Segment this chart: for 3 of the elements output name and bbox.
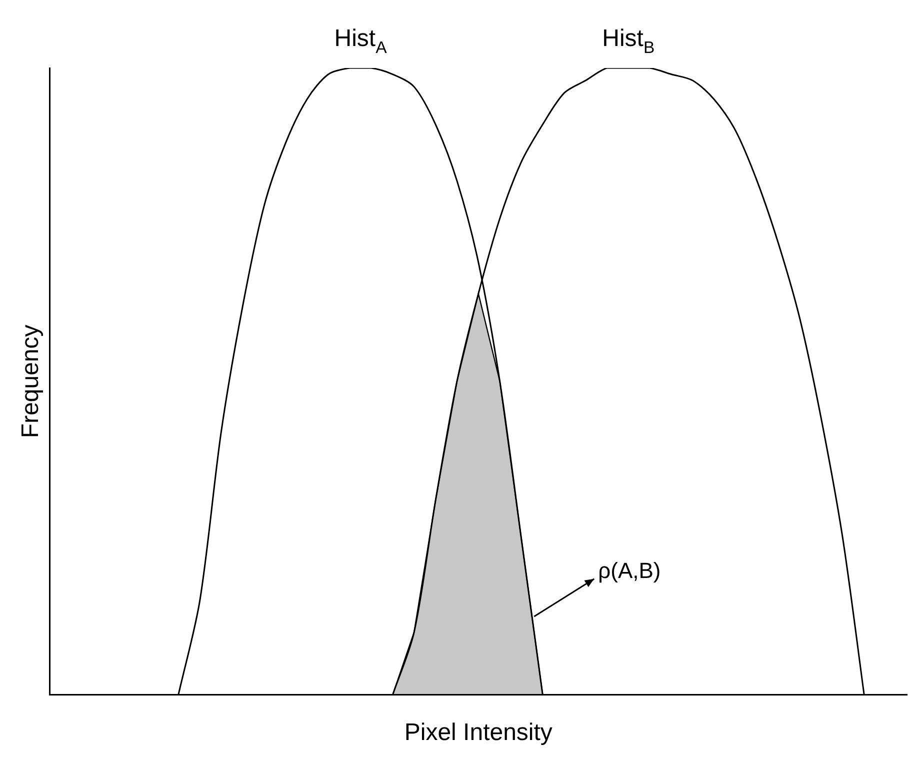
x-axis-title: Pixel Intensity — [404, 719, 552, 746]
annotation: ρ(A,B) — [598, 558, 661, 583]
y-axis-title: Frequency — [17, 324, 44, 438]
